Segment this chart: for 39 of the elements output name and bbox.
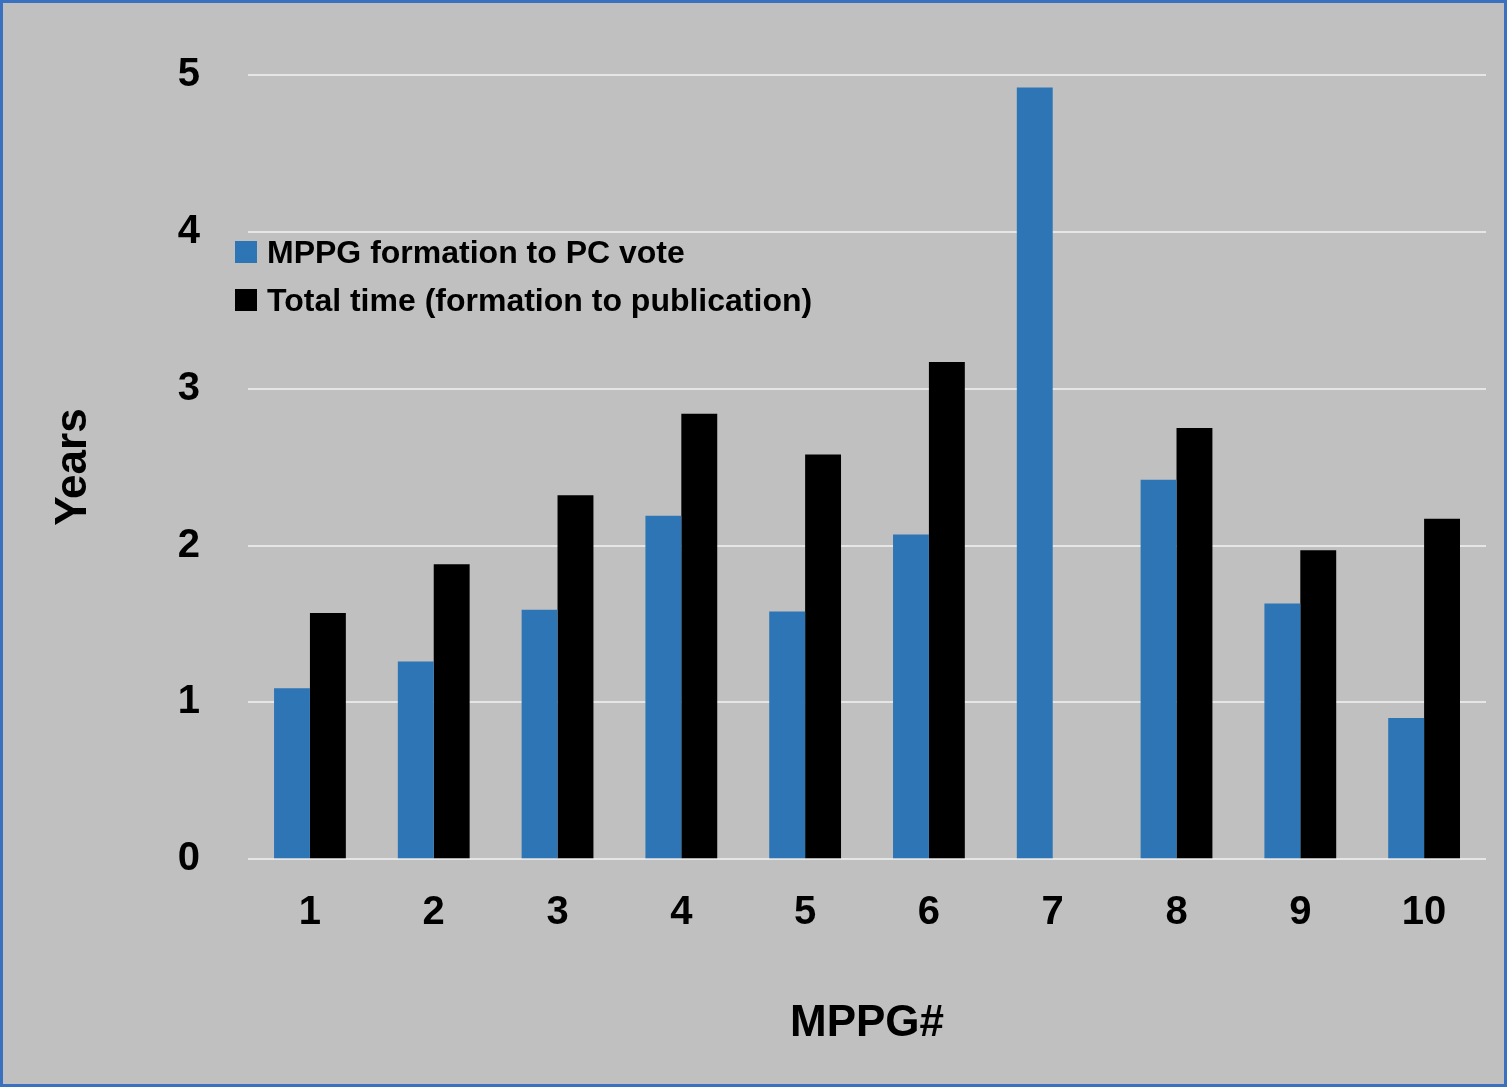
bar — [521, 609, 558, 859]
x-tick-label: 3 — [546, 888, 569, 933]
x-tick-label: 2 — [422, 888, 445, 933]
x-tick-label: 4 — [670, 888, 694, 933]
bar — [805, 454, 842, 859]
y-tick-label: 5 — [177, 50, 201, 95]
bar — [769, 611, 806, 859]
bar — [1176, 427, 1213, 859]
bar — [1388, 718, 1425, 859]
x-tick-label: 10 — [1401, 888, 1447, 933]
y-tick-label: 4 — [177, 206, 201, 251]
x-tick-label: 5 — [794, 888, 817, 933]
bar — [681, 413, 718, 859]
x-tick-label: 8 — [1165, 888, 1188, 933]
y-tick-label: 1 — [177, 677, 201, 722]
legend-label: Total time (formation to publication) — [267, 281, 813, 320]
bar — [274, 688, 310, 859]
x-tick-label: 9 — [1289, 888, 1312, 933]
bar — [1140, 479, 1177, 859]
x-axis-title: MPPG# — [790, 995, 945, 1045]
bar — [1300, 550, 1337, 859]
bar — [928, 362, 965, 859]
bar — [645, 515, 682, 859]
bar — [1424, 518, 1460, 859]
y-axis-title: Years — [45, 408, 95, 526]
x-tick-label: 6 — [917, 888, 941, 933]
bar — [1016, 87, 1053, 859]
bar — [1264, 603, 1301, 859]
legend-label: MPPG formation to PC vote — [267, 233, 685, 272]
x-tick-label: 1 — [298, 888, 322, 933]
bar — [893, 534, 929, 859]
bar — [557, 495, 594, 859]
y-tick-label: 2 — [177, 520, 201, 565]
y-tick-label: 3 — [177, 363, 201, 408]
bar — [433, 564, 470, 859]
bar — [309, 612, 346, 859]
y-tick-label: 0 — [177, 834, 201, 879]
bar — [397, 661, 434, 859]
x-tick-label: 7 — [1041, 888, 1064, 933]
